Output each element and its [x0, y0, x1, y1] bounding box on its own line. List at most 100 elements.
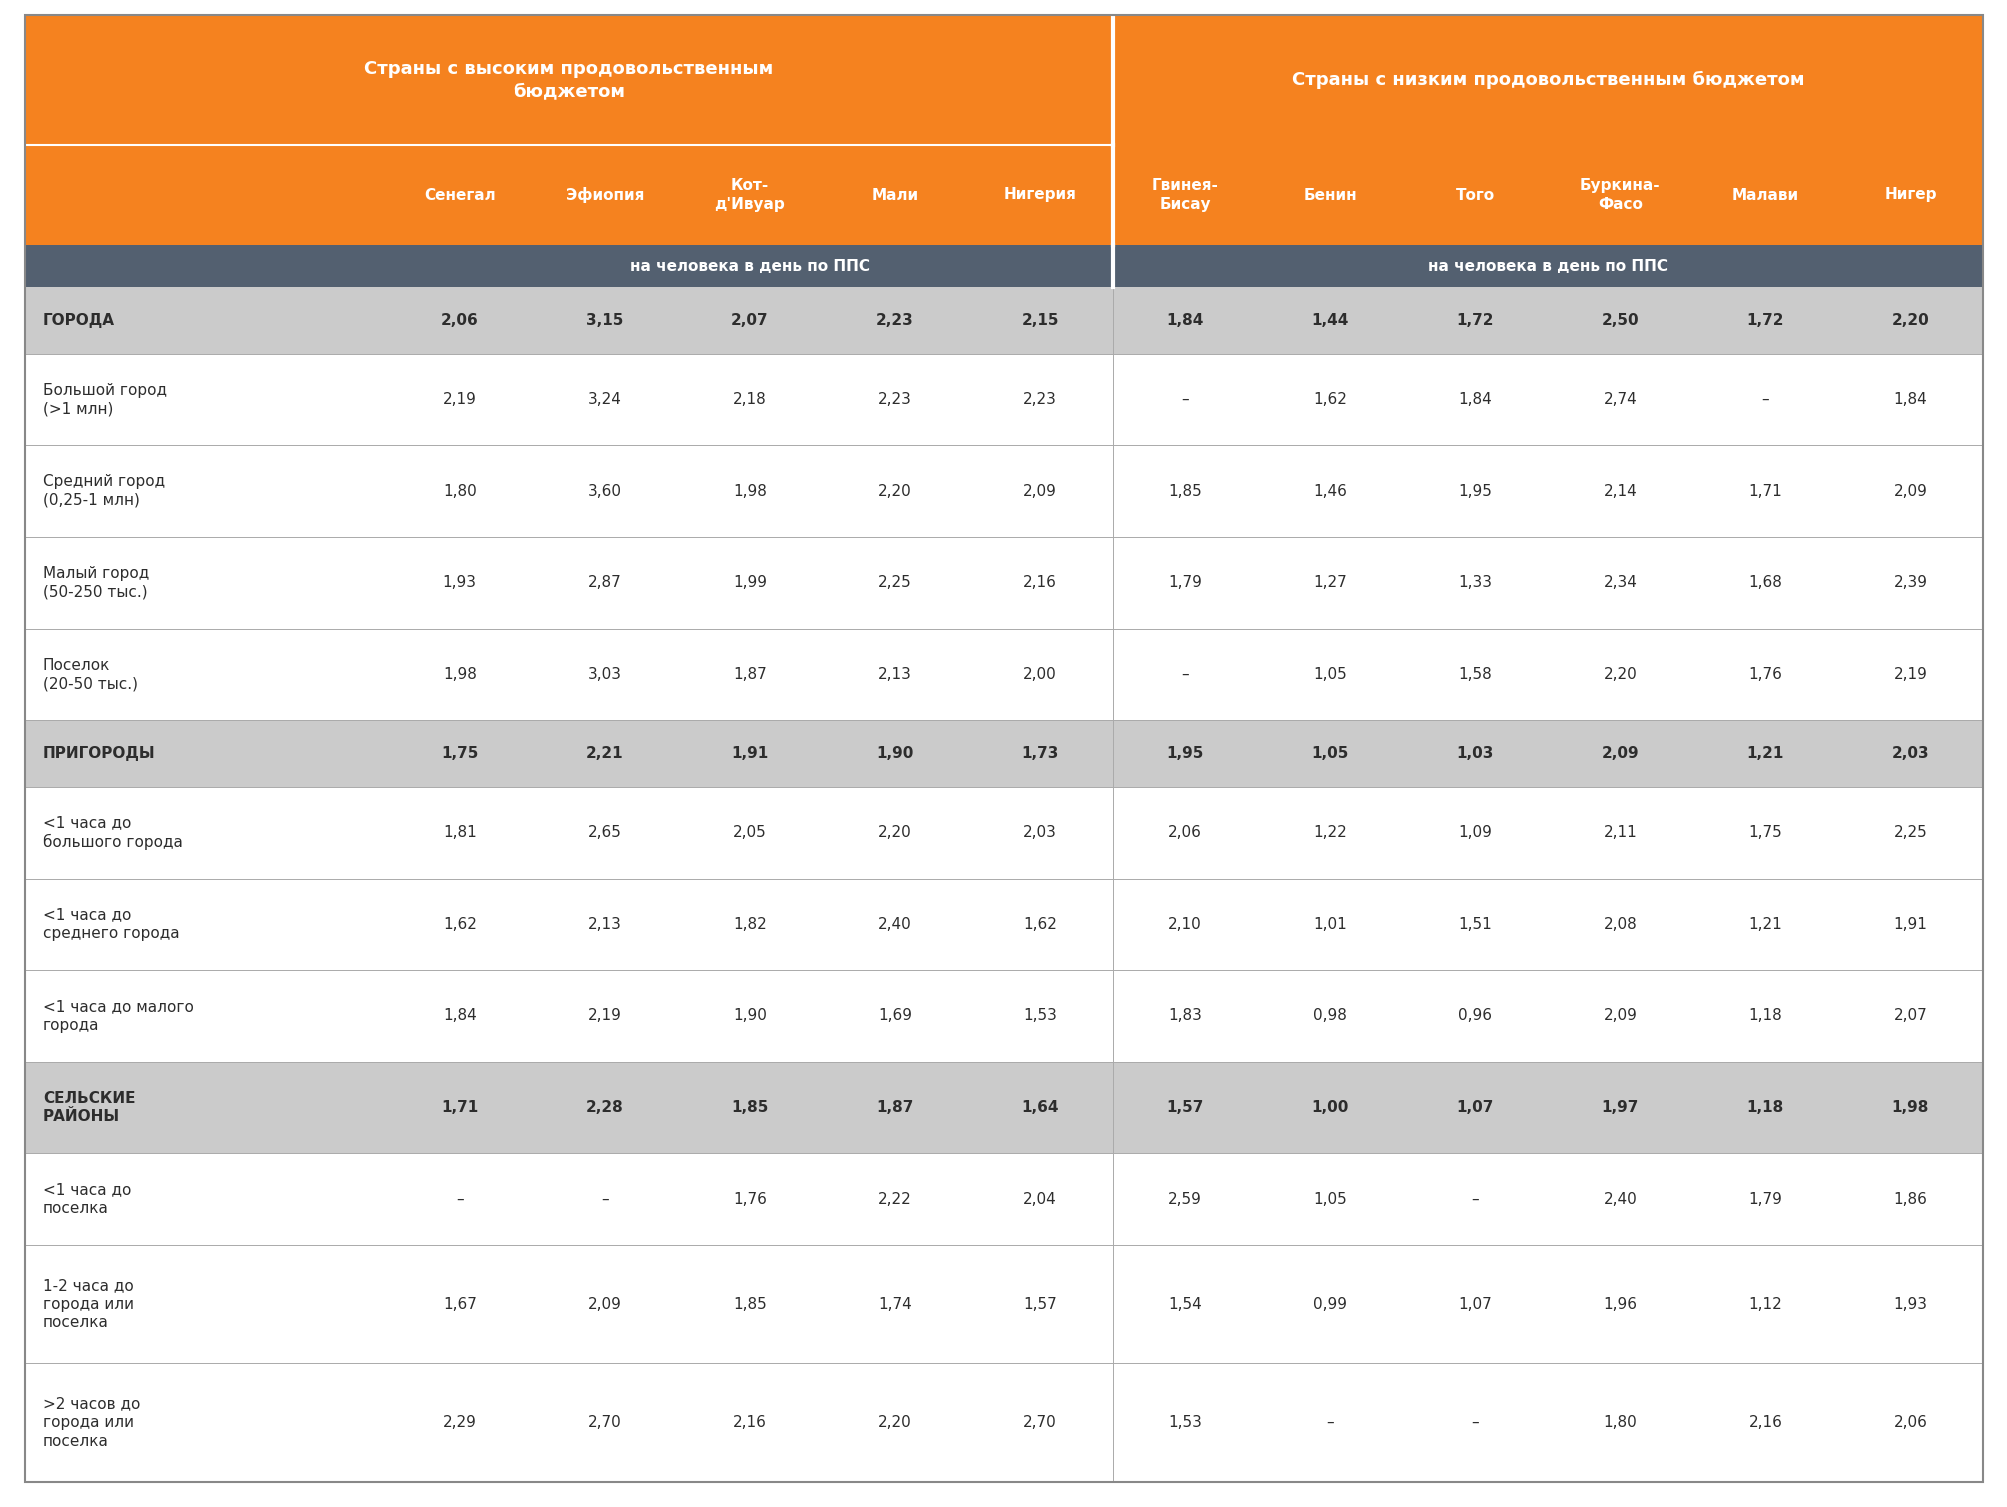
Text: –: –: [1327, 1415, 1333, 1430]
Text: 1,62: 1,62: [444, 916, 476, 931]
Text: 0,98: 0,98: [1313, 1008, 1347, 1023]
Text: 2,14: 2,14: [1604, 484, 1636, 499]
Text: 1,53: 1,53: [1024, 1008, 1056, 1023]
Text: 1,84: 1,84: [444, 1008, 476, 1023]
Text: 1,67: 1,67: [444, 1296, 476, 1311]
Bar: [24, 246, 1983, 286]
Text: >2 часов до
города или
поселка: >2 часов до города или поселка: [42, 1397, 140, 1448]
Text: Того: Того: [1455, 187, 1493, 202]
Text: 1,53: 1,53: [1168, 1415, 1202, 1430]
Text: Эфиопия: Эфиопия: [566, 187, 644, 203]
Text: 1,85: 1,85: [733, 1296, 767, 1311]
Text: 1,79: 1,79: [1748, 1192, 1782, 1207]
Text: 1,97: 1,97: [1602, 1100, 1638, 1115]
Text: Кот-
д'Ивуар: Кот- д'Ивуар: [714, 178, 785, 212]
Text: 1,07: 1,07: [1455, 1100, 1493, 1115]
Text: 2,25: 2,25: [877, 576, 911, 591]
Text: 1,33: 1,33: [1457, 576, 1491, 591]
Text: 2,23: 2,23: [875, 313, 913, 329]
Text: 2,04: 2,04: [1024, 1192, 1056, 1207]
Text: 2,23: 2,23: [877, 392, 911, 407]
Text: 2,19: 2,19: [1893, 668, 1927, 681]
Text: 2,16: 2,16: [1748, 1415, 1782, 1430]
Text: Малый город
(50-250 тыс.): Малый город (50-250 тыс.): [42, 567, 149, 600]
Bar: [24, 879, 1983, 971]
Text: 2,19: 2,19: [588, 1008, 622, 1023]
Text: –: –: [1180, 668, 1188, 681]
Text: 1,90: 1,90: [875, 746, 913, 761]
Text: 2,20: 2,20: [877, 484, 911, 499]
Text: 2,13: 2,13: [877, 668, 911, 681]
Text: 1,44: 1,44: [1311, 313, 1349, 329]
Text: <1 часа до малого
города: <1 часа до малого города: [42, 999, 195, 1032]
Text: Средний город
(0,25-1 млн): Средний город (0,25-1 млн): [42, 475, 165, 508]
Text: 2,00: 2,00: [1024, 668, 1056, 681]
Text: 2,13: 2,13: [588, 916, 622, 931]
Text: Мали: Мали: [871, 187, 917, 202]
Bar: [24, 1245, 1983, 1364]
Bar: [24, 15, 1112, 145]
Text: –: –: [456, 1192, 464, 1207]
Text: 2,03: 2,03: [1024, 826, 1056, 841]
Text: 2,20: 2,20: [1891, 313, 1929, 329]
Text: 1,05: 1,05: [1313, 668, 1347, 681]
Text: 1,76: 1,76: [733, 1192, 767, 1207]
Text: 2,40: 2,40: [877, 916, 911, 931]
Text: 1,96: 1,96: [1602, 1296, 1636, 1311]
Text: 2,74: 2,74: [1604, 392, 1636, 407]
Text: 1,05: 1,05: [1311, 746, 1349, 761]
Text: 1,98: 1,98: [733, 484, 767, 499]
Bar: [24, 787, 1983, 879]
Text: 0,96: 0,96: [1457, 1008, 1491, 1023]
Bar: [24, 536, 1983, 628]
Text: ПРИГОРОДЫ: ПРИГОРОДЫ: [42, 746, 157, 761]
Text: 3,15: 3,15: [586, 313, 624, 329]
Text: 1,84: 1,84: [1893, 392, 1927, 407]
Bar: [24, 286, 1983, 354]
Text: 2,09: 2,09: [1602, 1008, 1636, 1023]
Text: 1,98: 1,98: [1891, 1100, 1929, 1115]
Text: –: –: [1471, 1415, 1479, 1430]
Bar: [24, 446, 1983, 536]
Text: 1,74: 1,74: [877, 1296, 911, 1311]
Text: 1,80: 1,80: [1604, 1415, 1636, 1430]
Text: 2,21: 2,21: [586, 746, 624, 761]
Text: 1,22: 1,22: [1313, 826, 1347, 841]
Text: 2,06: 2,06: [442, 313, 478, 329]
Text: 1,00: 1,00: [1311, 1100, 1349, 1115]
Text: 2,07: 2,07: [1893, 1008, 1927, 1023]
Text: 1,18: 1,18: [1748, 1008, 1782, 1023]
Text: 1,84: 1,84: [1166, 313, 1204, 329]
Text: 1,75: 1,75: [442, 746, 478, 761]
Text: Страны с высоким продовольственным
бюджетом: Страны с высоким продовольственным бюдже…: [363, 60, 773, 99]
Text: 1,82: 1,82: [733, 916, 767, 931]
Text: 2,10: 2,10: [1168, 916, 1202, 931]
Text: 2,06: 2,06: [1168, 826, 1202, 841]
Text: 1,93: 1,93: [444, 576, 476, 591]
Text: 1,46: 1,46: [1313, 484, 1347, 499]
Text: 1,85: 1,85: [1168, 484, 1202, 499]
Text: 1,75: 1,75: [1748, 826, 1782, 841]
Text: 2,06: 2,06: [1893, 1415, 1927, 1430]
Text: 2,09: 2,09: [1893, 484, 1927, 499]
Text: 3,60: 3,60: [588, 484, 622, 499]
Text: –: –: [1471, 1192, 1479, 1207]
Bar: [24, 1364, 1983, 1481]
Text: 1,07: 1,07: [1457, 1296, 1491, 1311]
Text: 2,09: 2,09: [1602, 746, 1638, 761]
Bar: [24, 145, 1983, 246]
Text: 1,99: 1,99: [733, 576, 767, 591]
Text: 1,03: 1,03: [1455, 746, 1493, 761]
Text: 1,18: 1,18: [1746, 1100, 1782, 1115]
Text: 3,03: 3,03: [588, 668, 622, 681]
Text: 2,08: 2,08: [1604, 916, 1636, 931]
Text: 1,91: 1,91: [1893, 916, 1927, 931]
Text: Малави: Малави: [1730, 187, 1798, 202]
Text: Страны с низким продовольственным бюджетом: Страны с низким продовольственным бюджет…: [1291, 71, 1802, 89]
Text: Нигер: Нигер: [1883, 187, 1935, 202]
Text: СЕЛЬСКИЕ
РАЙОНЫ: СЕЛЬСКИЕ РАЙОНЫ: [42, 1091, 134, 1124]
Text: 2,65: 2,65: [588, 826, 622, 841]
Text: 1,57: 1,57: [1166, 1100, 1204, 1115]
Bar: [24, 628, 1983, 720]
Text: Большой город
(>1 млн): Большой город (>1 млн): [42, 383, 167, 416]
